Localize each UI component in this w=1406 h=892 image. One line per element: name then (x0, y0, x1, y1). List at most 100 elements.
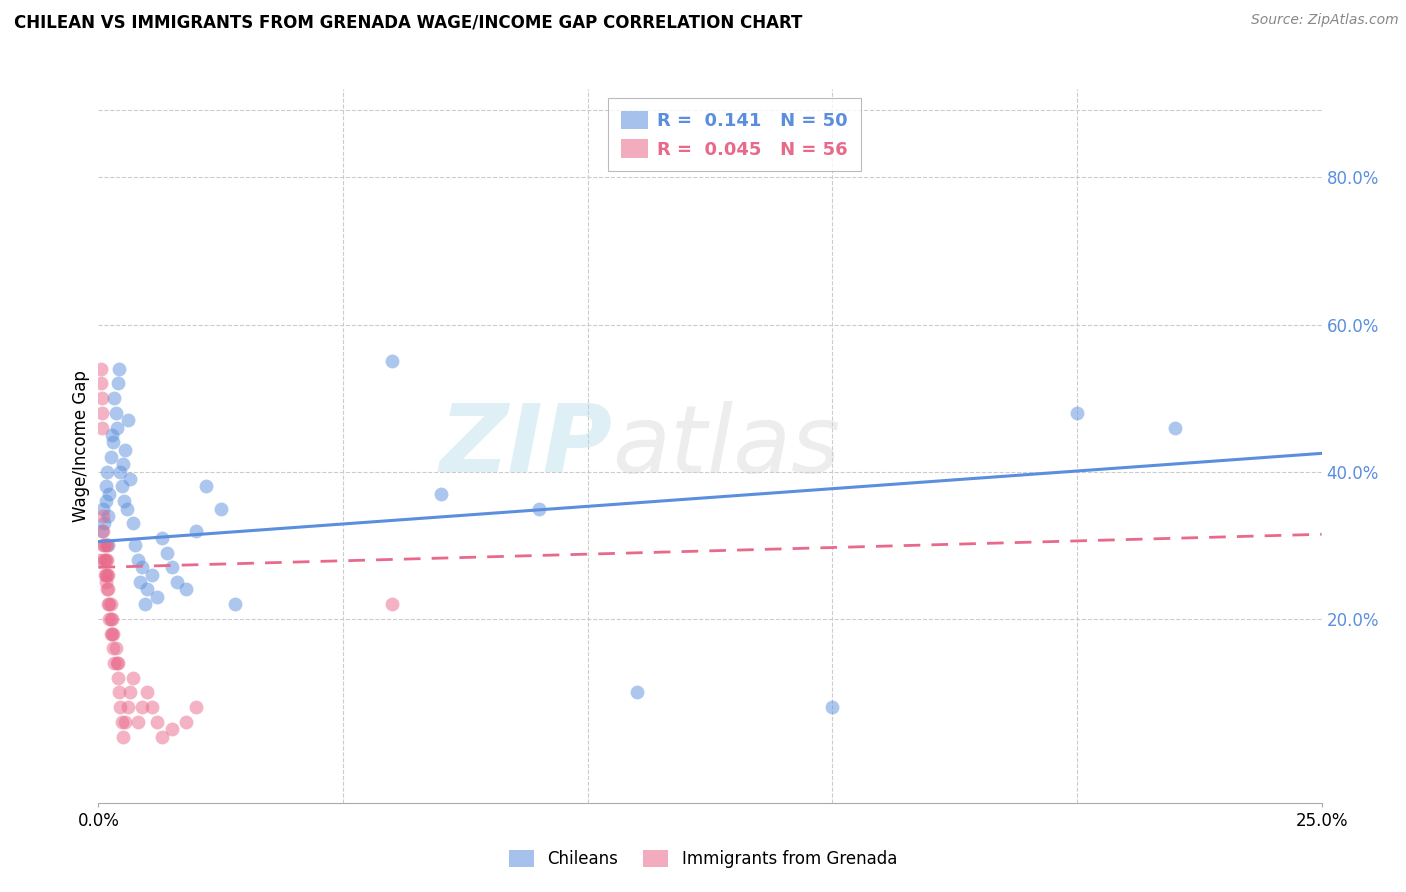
Point (100, 626, 122, 640)
Point (94, 567, 117, 582)
Point (94, 567, 117, 582)
Point (150, 531, 173, 545)
Point (91, 501, 114, 516)
Point (110, 465, 132, 479)
Point (98, 487, 121, 501)
Point (96, 582, 118, 597)
Text: ZIP: ZIP (439, 400, 612, 492)
Point (90, 391, 112, 405)
Point (91, 524, 114, 538)
Point (91, 406, 114, 420)
Point (100, 597, 122, 611)
Point (103, 656, 125, 670)
Point (107, 376, 129, 391)
Point (141, 700, 163, 714)
Point (146, 590, 169, 604)
Point (110, 700, 132, 714)
Point (97, 508, 120, 523)
Point (127, 553, 149, 567)
Point (97, 567, 120, 582)
Point (96, 465, 118, 479)
Point (98, 612, 121, 626)
Point (121, 671, 143, 685)
Point (101, 428, 124, 442)
Point (104, 406, 127, 420)
Legend: Chileans, Immigrants from Grenada: Chileans, Immigrants from Grenada (502, 843, 904, 875)
Point (111, 458, 134, 472)
Point (527, 501, 550, 516)
Point (90, 361, 112, 376)
Point (93, 553, 115, 567)
Point (96, 567, 118, 582)
Point (176, 714, 198, 729)
Point (103, 391, 125, 405)
Point (101, 612, 124, 626)
Point (117, 413, 139, 427)
Point (186, 524, 208, 538)
Point (117, 700, 139, 714)
Point (98, 597, 121, 611)
Point (91, 508, 114, 523)
Point (114, 442, 136, 457)
Point (94, 494, 117, 508)
Point (94, 575, 117, 590)
Point (209, 501, 232, 516)
Point (94, 553, 117, 567)
Point (120, 685, 142, 699)
Point (156, 546, 179, 560)
Text: CHILEAN VS IMMIGRANTS FROM GRENADA WAGE/INCOME GAP CORRELATION CHART: CHILEAN VS IMMIGRANTS FROM GRENADA WAGE/… (14, 13, 803, 31)
Point (136, 582, 159, 597)
Point (97, 582, 120, 597)
Point (94, 538, 117, 552)
Point (626, 685, 648, 699)
Point (1164, 420, 1187, 434)
Point (146, 714, 169, 729)
Point (105, 420, 128, 434)
Text: atlas: atlas (612, 401, 841, 491)
Point (93, 516, 115, 531)
Point (1066, 406, 1088, 420)
Point (141, 567, 163, 582)
Point (108, 361, 131, 376)
Point (134, 597, 156, 611)
Text: Source: ZipAtlas.com: Source: ZipAtlas.com (1251, 13, 1399, 28)
Point (91, 524, 114, 538)
Point (166, 575, 188, 590)
Point (176, 582, 198, 597)
Point (195, 479, 218, 493)
Point (101, 626, 124, 640)
Point (101, 435, 124, 450)
Point (100, 612, 122, 626)
Point (100, 450, 122, 464)
Point (381, 354, 404, 368)
Point (160, 560, 183, 574)
Point (150, 730, 173, 744)
Point (160, 723, 183, 737)
Point (111, 479, 134, 493)
Point (430, 487, 453, 501)
Point (129, 575, 152, 590)
Point (381, 597, 404, 611)
Point (115, 501, 138, 516)
Point (108, 685, 131, 699)
Point (105, 656, 128, 670)
Point (94, 479, 117, 493)
Point (112, 494, 135, 508)
Point (121, 516, 143, 531)
Point (96, 538, 118, 552)
Point (186, 700, 208, 714)
Point (124, 538, 146, 552)
Point (131, 560, 153, 574)
Point (114, 714, 136, 729)
Point (107, 656, 129, 670)
Point (91, 538, 114, 552)
Point (127, 714, 149, 729)
Point (96, 553, 118, 567)
Legend: R =  0.141   N = 50, R =  0.045   N = 56: R = 0.141 N = 50, R = 0.045 N = 56 (609, 98, 860, 171)
Y-axis label: Wage/Income Gap: Wage/Income Gap (72, 370, 90, 522)
Point (131, 700, 153, 714)
Point (93, 538, 115, 552)
Point (94, 553, 117, 567)
Point (104, 641, 127, 656)
Point (224, 597, 246, 611)
